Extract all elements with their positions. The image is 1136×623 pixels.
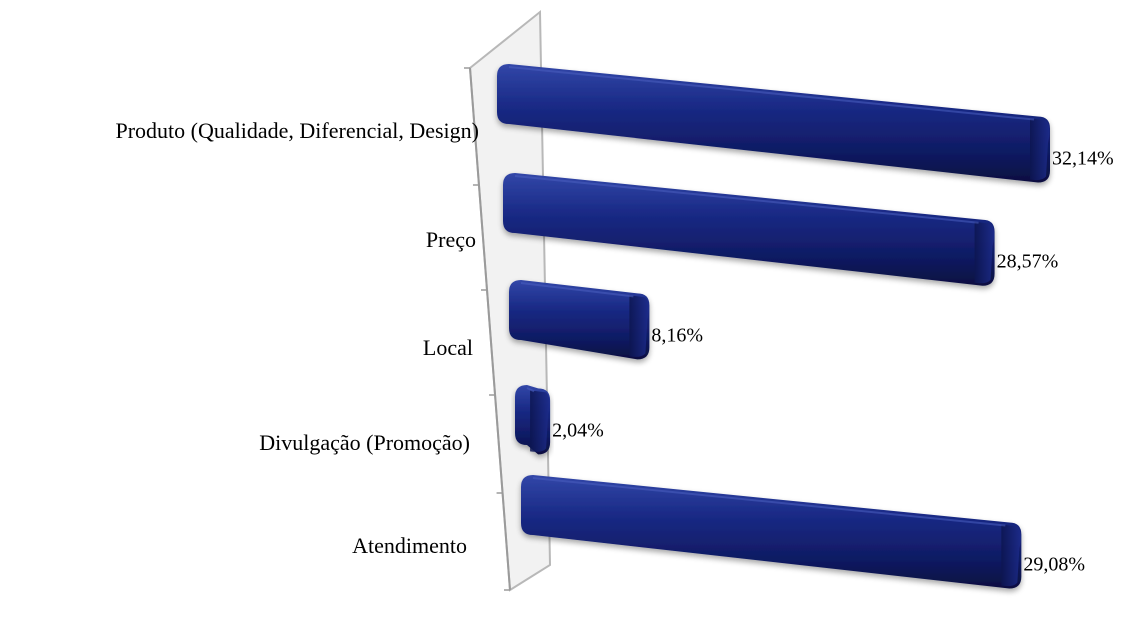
bar-gloss	[520, 282, 634, 298]
bar	[509, 280, 650, 360]
axis-ticks	[464, 67, 510, 591]
category-label: Atendimento	[352, 533, 467, 558]
data-label: 28,57%	[997, 251, 1059, 273]
bar-end-cap	[974, 221, 995, 284]
bar-end-cap	[1001, 524, 1021, 587]
data-label: 29,08%	[1023, 554, 1085, 576]
data-label: 2,04%	[552, 419, 604, 441]
bar-gloss	[532, 477, 1006, 527]
bar-end-cap	[629, 295, 650, 357]
category-label: Produto (Qualidade, Diferencial, Design)	[116, 118, 480, 143]
bar	[521, 475, 1022, 589]
bar	[503, 173, 995, 286]
bar-group	[515, 385, 551, 455]
axis-wall-edge	[469, 67, 511, 591]
bar-group	[509, 280, 650, 360]
category-label: Local	[423, 335, 473, 360]
bar-series	[497, 64, 1050, 589]
bar-gloss	[514, 175, 979, 224]
bar	[497, 64, 1050, 183]
bar-group	[503, 173, 995, 286]
bar-gloss	[526, 387, 535, 393]
bar-end-cap	[1030, 118, 1050, 181]
data-label: 8,16%	[651, 324, 703, 346]
bar-gloss	[508, 66, 1035, 121]
category-label: Divulgação (Promoção)	[259, 430, 470, 455]
category-labels: Produto (Qualidade, Diferencial, Design)…	[116, 118, 480, 558]
category-label: Preço	[426, 227, 476, 252]
bar-end-cap	[530, 390, 550, 452]
bar-group	[521, 475, 1022, 589]
data-labels: 32,14% 28,57% 8,16% 2,04% 29,08%	[552, 148, 1114, 576]
bar-group	[497, 64, 1050, 183]
data-label: 32,14%	[1052, 148, 1114, 170]
